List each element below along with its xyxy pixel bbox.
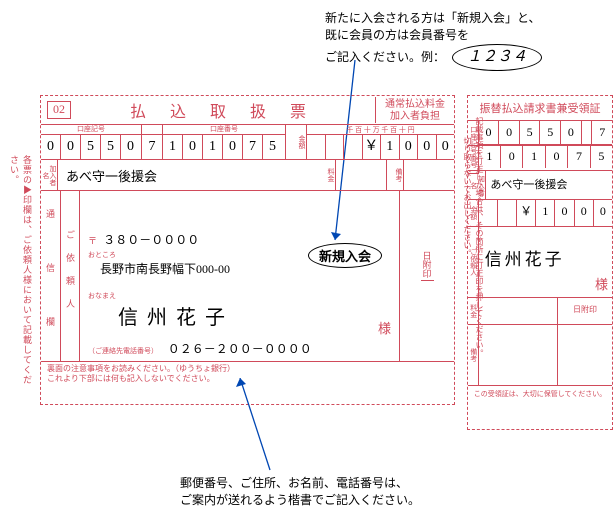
digit: 0: [121, 135, 140, 159]
r-sym-row: 口座記号番号 005507 101075: [468, 121, 612, 146]
arrow-bottom: [230, 378, 290, 478]
digit: 1: [163, 135, 183, 159]
digit: 0: [61, 135, 81, 159]
title-row: 02 払 込 取 扱 票 通常払込料金加入者負担: [41, 96, 454, 125]
r-payee: あべ守一後援会: [486, 171, 612, 199]
payment-slip: 02 払 込 取 扱 票 通常払込料金加入者負担 口座記号 00550 7 口座…: [40, 95, 455, 405]
digit: 5: [101, 135, 121, 159]
receipt-title: 振替払込請求書兼受領証: [468, 96, 612, 121]
form-code: 02: [47, 101, 71, 119]
digit: 0: [223, 135, 243, 159]
payee-name: あべ守一後援会: [58, 160, 319, 190]
digit: 5: [263, 135, 282, 159]
left-side-note: 各票の▶印欄は、ご依頼人様において記載してください。: [8, 155, 34, 385]
sender-name: 信 州 花 子: [118, 301, 391, 330]
digit: 0: [41, 135, 61, 159]
payee-row: 加入者名 あべ守一後援会 料金 備考: [41, 160, 454, 191]
r-sender: 信州花子 様: [479, 227, 612, 297]
instruction-line: 新たに入会される方は「新規入会」と、: [325, 10, 605, 27]
receipt-slip: 振替払込請求書兼受領証 口座記号番号 005507 101075 加入者名 あべ…: [467, 95, 613, 430]
sender-block: 通 信 欄 ご依頼人 〒 ３８０－００００ おところ 長野市南長野幅下000-0…: [41, 191, 454, 361]
instruction-line: 既に会員の方は会員番号を: [325, 27, 605, 44]
new-member-badge: 新規入会: [308, 243, 382, 268]
fee-note: 通常払込料金加入者負担: [375, 97, 454, 123]
sender-info: 〒 ３８０－００００ おところ 長野市南長野幅下000-00 おなまえ 信 州 …: [80, 191, 400, 361]
digit: 0: [183, 135, 203, 159]
digit: 7: [243, 135, 263, 159]
account-row: 口座記号 00550 7 口座番号 101075 金額 千 百 十 万 千 百 …: [41, 125, 454, 160]
telephone: ０２６－２００－００００: [168, 342, 312, 356]
example-number: １２３４: [452, 44, 542, 71]
form-title: 払 込 取 扱 票: [71, 98, 375, 122]
digit: 5: [81, 135, 101, 159]
postal-code: ３８０－００００: [103, 233, 199, 247]
bottom-instruction: 郵便番号、ご住所、お名前、電話番号は、 ご案内が送れるよう楷書でご記入ください。: [180, 475, 420, 509]
digit: 1: [203, 135, 223, 159]
